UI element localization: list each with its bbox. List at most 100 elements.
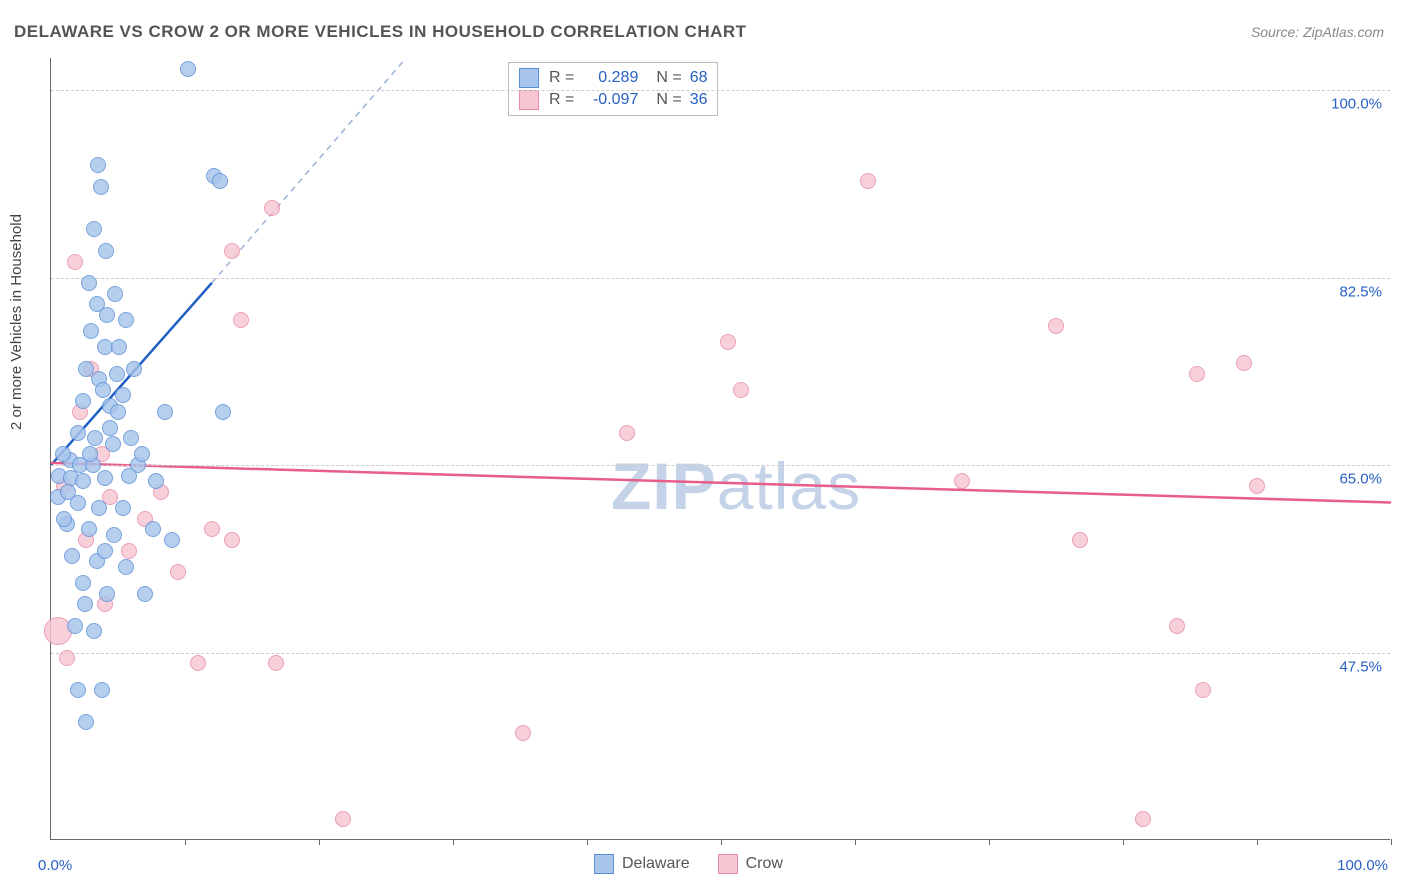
r-value: -0.097 <box>582 91 638 109</box>
data-point-delaware <box>91 500 107 516</box>
data-point-delaware <box>83 323 99 339</box>
data-point-delaware <box>75 473 91 489</box>
data-point-delaware <box>75 393 91 409</box>
data-point-crow <box>67 254 83 270</box>
plot-area: ZIPatlas R =0.289N =68R =-0.097N =36 47.… <box>50 58 1390 840</box>
data-point-delaware <box>60 484 76 500</box>
n-label: N = <box>656 69 681 87</box>
x-tick <box>453 839 454 845</box>
data-point-delaware <box>97 339 113 355</box>
x-tick <box>1391 839 1392 845</box>
data-point-delaware <box>86 221 102 237</box>
data-point-crow <box>954 473 970 489</box>
data-point-delaware <box>87 430 103 446</box>
data-point-crow <box>233 312 249 328</box>
data-point-delaware <box>86 623 102 639</box>
trend-lines-layer <box>51 58 1390 839</box>
legend-item-crow: Crow <box>718 854 783 874</box>
legend-item-delaware: Delaware <box>594 854 690 874</box>
data-point-delaware <box>97 470 113 486</box>
data-point-delaware <box>137 586 153 602</box>
data-point-delaware <box>94 682 110 698</box>
data-point-crow <box>268 655 284 671</box>
data-point-delaware <box>64 548 80 564</box>
data-point-crow <box>720 334 736 350</box>
r-value: 0.289 <box>582 69 638 87</box>
data-point-delaware <box>97 543 113 559</box>
legend-row-crow: R = -0.097 N = 36 <box>519 89 707 111</box>
x-tick <box>319 839 320 845</box>
data-point-delaware <box>77 596 93 612</box>
r-label: R = <box>549 91 574 109</box>
data-point-delaware <box>121 468 137 484</box>
x-tick <box>1257 839 1258 845</box>
x-tick <box>587 839 588 845</box>
data-point-delaware <box>106 527 122 543</box>
x-tick <box>855 839 856 845</box>
trend-line-dashed-delaware <box>212 58 406 283</box>
data-point-delaware <box>164 532 180 548</box>
r-label: R = <box>549 69 574 87</box>
data-point-crow <box>335 811 351 827</box>
legend-swatch <box>718 854 738 874</box>
n-value: 36 <box>690 91 708 109</box>
data-point-crow <box>1236 355 1252 371</box>
data-point-delaware <box>110 404 126 420</box>
data-point-delaware <box>75 575 91 591</box>
n-label: N = <box>656 91 681 109</box>
data-point-crow <box>1072 532 1088 548</box>
data-point-crow <box>1048 318 1064 334</box>
y-tick-label: 82.5% <box>1339 283 1382 300</box>
data-point-delaware <box>105 436 121 452</box>
data-point-delaware <box>118 559 134 575</box>
legend-series-name: Delaware <box>622 855 690 873</box>
legend-series-name: Crow <box>746 855 783 873</box>
data-point-delaware <box>126 361 142 377</box>
data-point-crow <box>1169 618 1185 634</box>
data-point-delaware <box>78 714 94 730</box>
source-attribution: Source: ZipAtlas.com <box>1251 24 1384 40</box>
x-tick <box>721 839 722 845</box>
x-axis-max-label: 100.0% <box>1337 857 1388 874</box>
data-point-delaware <box>109 366 125 382</box>
data-point-crow <box>733 382 749 398</box>
data-point-delaware <box>90 157 106 173</box>
data-point-delaware <box>145 521 161 537</box>
x-tick <box>989 839 990 845</box>
data-point-delaware <box>157 404 173 420</box>
data-point-delaware <box>55 446 71 462</box>
trend-line-crow <box>51 463 1391 503</box>
data-point-crow <box>204 521 220 537</box>
x-tick <box>1123 839 1124 845</box>
data-point-delaware <box>82 446 98 462</box>
data-point-delaware <box>118 312 134 328</box>
data-point-crow <box>515 725 531 741</box>
data-point-crow <box>1135 811 1151 827</box>
chart-title: DELAWARE VS CROW 2 OR MORE VEHICLES IN H… <box>14 22 747 42</box>
gridline <box>51 653 1390 654</box>
gridline <box>51 278 1390 279</box>
data-point-delaware <box>99 307 115 323</box>
data-point-delaware <box>81 521 97 537</box>
data-point-crow <box>1195 682 1211 698</box>
data-point-delaware <box>56 511 72 527</box>
y-tick-label: 47.5% <box>1339 658 1382 675</box>
data-point-crow <box>264 200 280 216</box>
data-point-delaware <box>115 500 131 516</box>
data-point-delaware <box>70 425 86 441</box>
data-point-crow <box>860 173 876 189</box>
data-point-delaware <box>148 473 164 489</box>
gridline <box>51 90 1390 91</box>
y-axis-label: 2 or more Vehicles in Household <box>8 214 25 430</box>
data-point-crow <box>224 532 240 548</box>
legend-swatch <box>519 90 539 110</box>
data-point-delaware <box>212 173 228 189</box>
y-tick-label: 65.0% <box>1339 471 1382 488</box>
data-point-delaware <box>123 430 139 446</box>
data-point-delaware <box>81 275 97 291</box>
data-point-crow <box>170 564 186 580</box>
legend-swatch <box>519 68 539 88</box>
data-point-delaware <box>215 404 231 420</box>
y-tick-label: 100.0% <box>1331 96 1382 113</box>
series-legend: Delaware Crow <box>594 854 783 874</box>
